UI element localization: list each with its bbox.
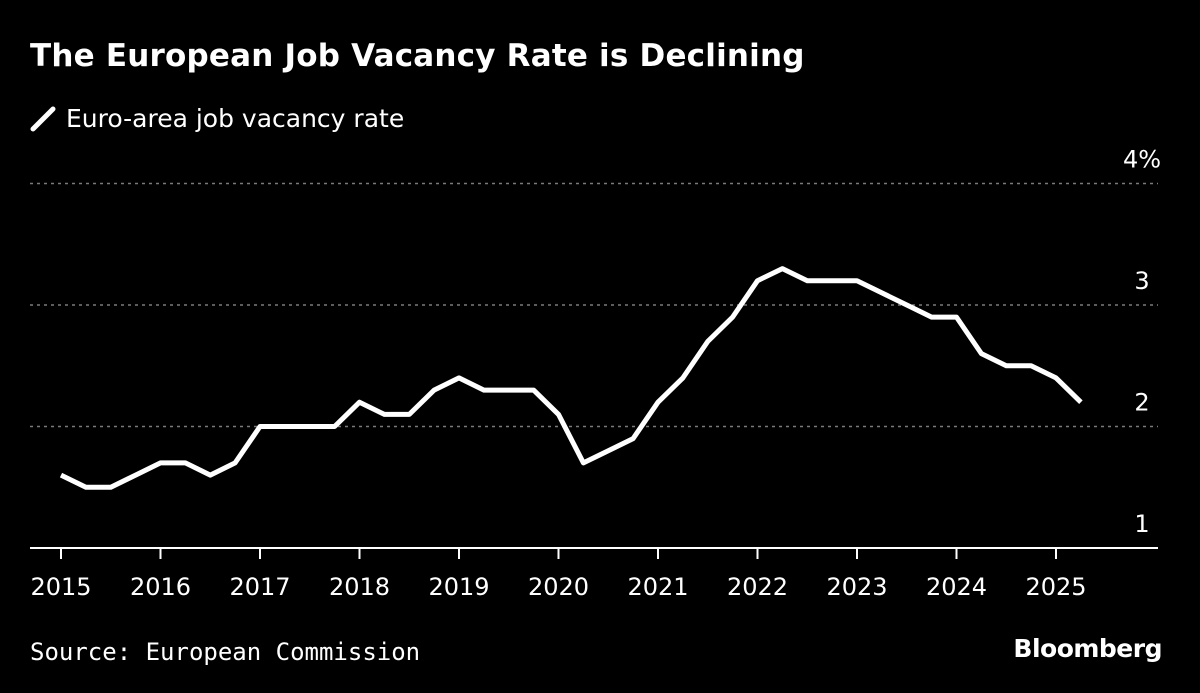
x-tick-label: 2024 [926, 573, 987, 601]
x-tick-label: 2017 [229, 573, 290, 601]
x-tick-label: 2021 [627, 573, 688, 601]
legend: Euro-area job vacancy rate [30, 104, 404, 133]
brand-logo: Bloomberg [1013, 634, 1162, 663]
line-chart: 1 2 3 4% 2015 2016 2017 2018 2019 2020 2021 2022 202… [30, 146, 1161, 601]
x-tick-label: 2016 [130, 573, 191, 601]
x-tick-label: 2019 [428, 573, 489, 601]
source-note: Source: European Commission [30, 638, 421, 666]
legend-line-swatch-icon [30, 106, 56, 131]
chart-title: The European Job Vacancy Rate is Declini… [30, 38, 805, 74]
y-tick-label: 4% [1123, 146, 1161, 174]
x-tick-label: 2015 [30, 573, 91, 601]
y-tick-label: 3 [1134, 267, 1149, 295]
legend-label: Euro-area job vacancy rate [66, 104, 405, 133]
x-tick-label: 2025 [1025, 573, 1086, 601]
x-tick-label: 2023 [826, 573, 887, 601]
x-tick-label: 2020 [528, 573, 589, 601]
y-tick-label: 2 [1134, 389, 1149, 417]
x-tick-label: 2022 [727, 573, 788, 601]
y-tick-label: 1 [1134, 510, 1149, 538]
series-line-vacancy-rate [59, 266, 1083, 490]
x-tick-label: 2018 [329, 573, 390, 601]
